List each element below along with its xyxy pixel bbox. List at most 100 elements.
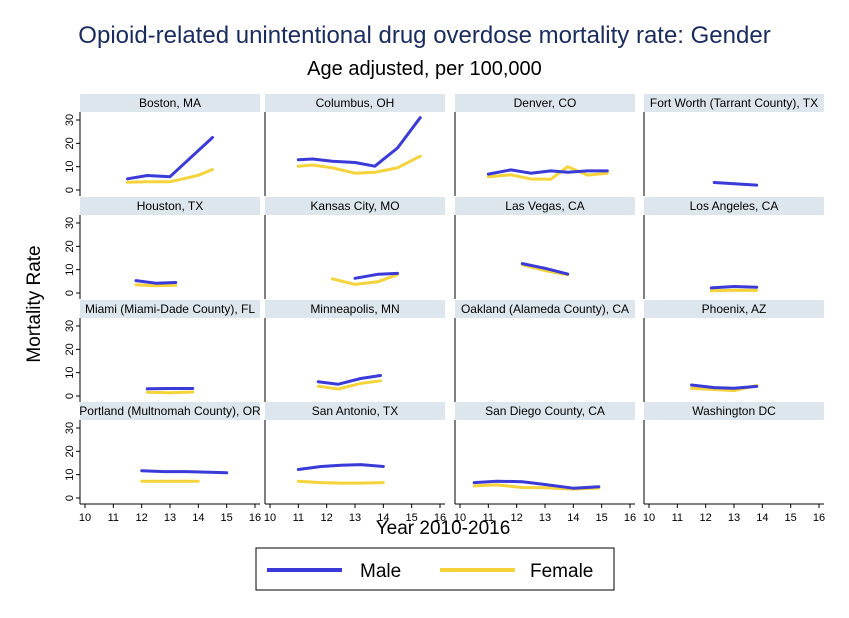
legend-male-label: Male xyxy=(360,561,401,582)
chart-title: Opioid-related unintentional drug overdo… xyxy=(78,22,771,49)
x-tick-label: 10 xyxy=(643,512,655,524)
y-tick-label: 10 xyxy=(64,469,76,481)
y-tick-label: 10 xyxy=(64,264,76,276)
panel-title: Boston, MA xyxy=(139,96,201,110)
y-tick-label: 20 xyxy=(64,137,76,149)
x-axis-label: Year 2010-2016 xyxy=(376,518,511,539)
male-series-line xyxy=(353,271,399,280)
panel-strip xyxy=(80,94,260,112)
panel-title: San Diego County, CA xyxy=(485,404,605,418)
female-series-line xyxy=(134,283,178,288)
male-series-line xyxy=(316,374,382,386)
female-series-line xyxy=(296,154,422,175)
male-series-line xyxy=(486,168,609,176)
panel-strip xyxy=(455,94,635,112)
x-tick-label: 11 xyxy=(293,512,304,524)
y-tick-label: 0 xyxy=(64,393,76,399)
x-tick-label: 15 xyxy=(596,512,608,524)
female-series-line xyxy=(486,165,609,181)
x-tick-label: 13 xyxy=(728,512,740,524)
panel-strip xyxy=(455,300,635,318)
x-tick-label: 11 xyxy=(672,512,683,524)
x-tick-label: 14 xyxy=(192,512,204,524)
x-tick-label: 12 xyxy=(511,512,523,524)
male-series-line xyxy=(709,285,759,290)
y-tick-label: 30 xyxy=(64,217,76,229)
panel-title: Minneapolis, MN xyxy=(310,302,399,316)
female-series-line xyxy=(709,288,759,293)
x-tick-label: 12 xyxy=(136,512,148,524)
x-tick-label: 10 xyxy=(454,512,466,524)
y-axis-label: Mortality Rate xyxy=(24,245,45,362)
panel-title: Denver, CO xyxy=(514,96,577,110)
panel-strip xyxy=(80,197,260,215)
panel-strip xyxy=(644,402,824,420)
male-series-line xyxy=(296,116,422,168)
x-tick-label: 10 xyxy=(79,512,91,524)
legend: Male Female xyxy=(255,547,615,591)
x-tick-label: 15 xyxy=(785,512,797,524)
panel-strip xyxy=(265,197,445,215)
chart-subtitle: Age adjusted, per 100,000 xyxy=(307,58,542,80)
y-tick-label: 30 xyxy=(64,114,76,126)
y-tick-label: 0 xyxy=(64,187,76,193)
y-tick-label: 10 xyxy=(64,367,76,379)
panel-title: Fort Worth (Tarrant County), TX xyxy=(650,96,818,110)
x-tick-label: 15 xyxy=(221,512,233,524)
panel-strip xyxy=(80,402,260,420)
x-tick-label: 16 xyxy=(434,512,446,524)
x-tick-label: 16 xyxy=(624,512,636,524)
panel-title: Columbus, OH xyxy=(316,96,395,110)
panel-strip xyxy=(455,402,635,420)
panel-title: Phoenix, AZ xyxy=(702,302,767,316)
y-tick-label: 0 xyxy=(64,495,76,501)
panel-strip xyxy=(265,94,445,112)
x-tick-label: 11 xyxy=(483,512,494,524)
female-series-line xyxy=(145,390,195,395)
panel-title: Oakland (Alameda County), CA xyxy=(461,302,629,316)
panel-strip xyxy=(455,197,635,215)
x-tick-label: 12 xyxy=(321,512,333,524)
female-series-line xyxy=(316,379,382,391)
x-tick-label: 11 xyxy=(108,512,119,524)
panel-strip xyxy=(80,300,260,318)
panel-title: Miami (Miami-Dade County), FL xyxy=(85,302,255,316)
panel-title: Kansas City, MO xyxy=(310,199,399,213)
x-tick-label: 14 xyxy=(377,512,389,524)
female-series-line xyxy=(330,273,399,286)
male-series-line xyxy=(134,279,178,285)
y-tick-label: 20 xyxy=(64,343,76,355)
panel-strip xyxy=(644,300,824,318)
panel-strip xyxy=(644,94,824,112)
panel-strip xyxy=(644,197,824,215)
panel-title: Los Angeles, CA xyxy=(690,199,779,213)
panel-title: Washington DC xyxy=(692,404,776,418)
panel-title: Las Vegas, CA xyxy=(505,199,584,213)
male-series-line xyxy=(296,463,385,471)
panel-title: Houston, TX xyxy=(137,199,203,213)
panel-title: San Antonio, TX xyxy=(312,404,399,418)
x-tick-label: 16 xyxy=(249,512,261,524)
y-tick-label: 10 xyxy=(64,161,76,173)
panel-strip xyxy=(265,300,445,318)
y-tick-label: 20 xyxy=(64,445,76,457)
panel-strip xyxy=(265,402,445,420)
legend-female-label: Female xyxy=(530,561,593,582)
male-series-line xyxy=(140,469,229,475)
female-series-line xyxy=(126,168,214,184)
x-tick-label: 13 xyxy=(164,512,176,524)
x-tick-label: 13 xyxy=(539,512,551,524)
male-series-line xyxy=(472,479,601,490)
y-tick-label: 30 xyxy=(64,422,76,434)
male-series-line xyxy=(690,383,759,390)
panel-title: Portland (Multnomah County), OR xyxy=(79,404,261,418)
x-tick-label: 14 xyxy=(567,512,579,524)
x-tick-label: 16 xyxy=(813,512,825,524)
x-tick-label: 13 xyxy=(349,512,361,524)
male-series-line xyxy=(712,181,759,187)
male-series-line xyxy=(126,136,214,181)
male-series-line xyxy=(520,262,570,276)
panel-grid: Boston, MA 0 10 20 30 Columbus, OH Denver, CO F… xyxy=(64,94,825,524)
x-tick-label: 14 xyxy=(756,512,768,524)
